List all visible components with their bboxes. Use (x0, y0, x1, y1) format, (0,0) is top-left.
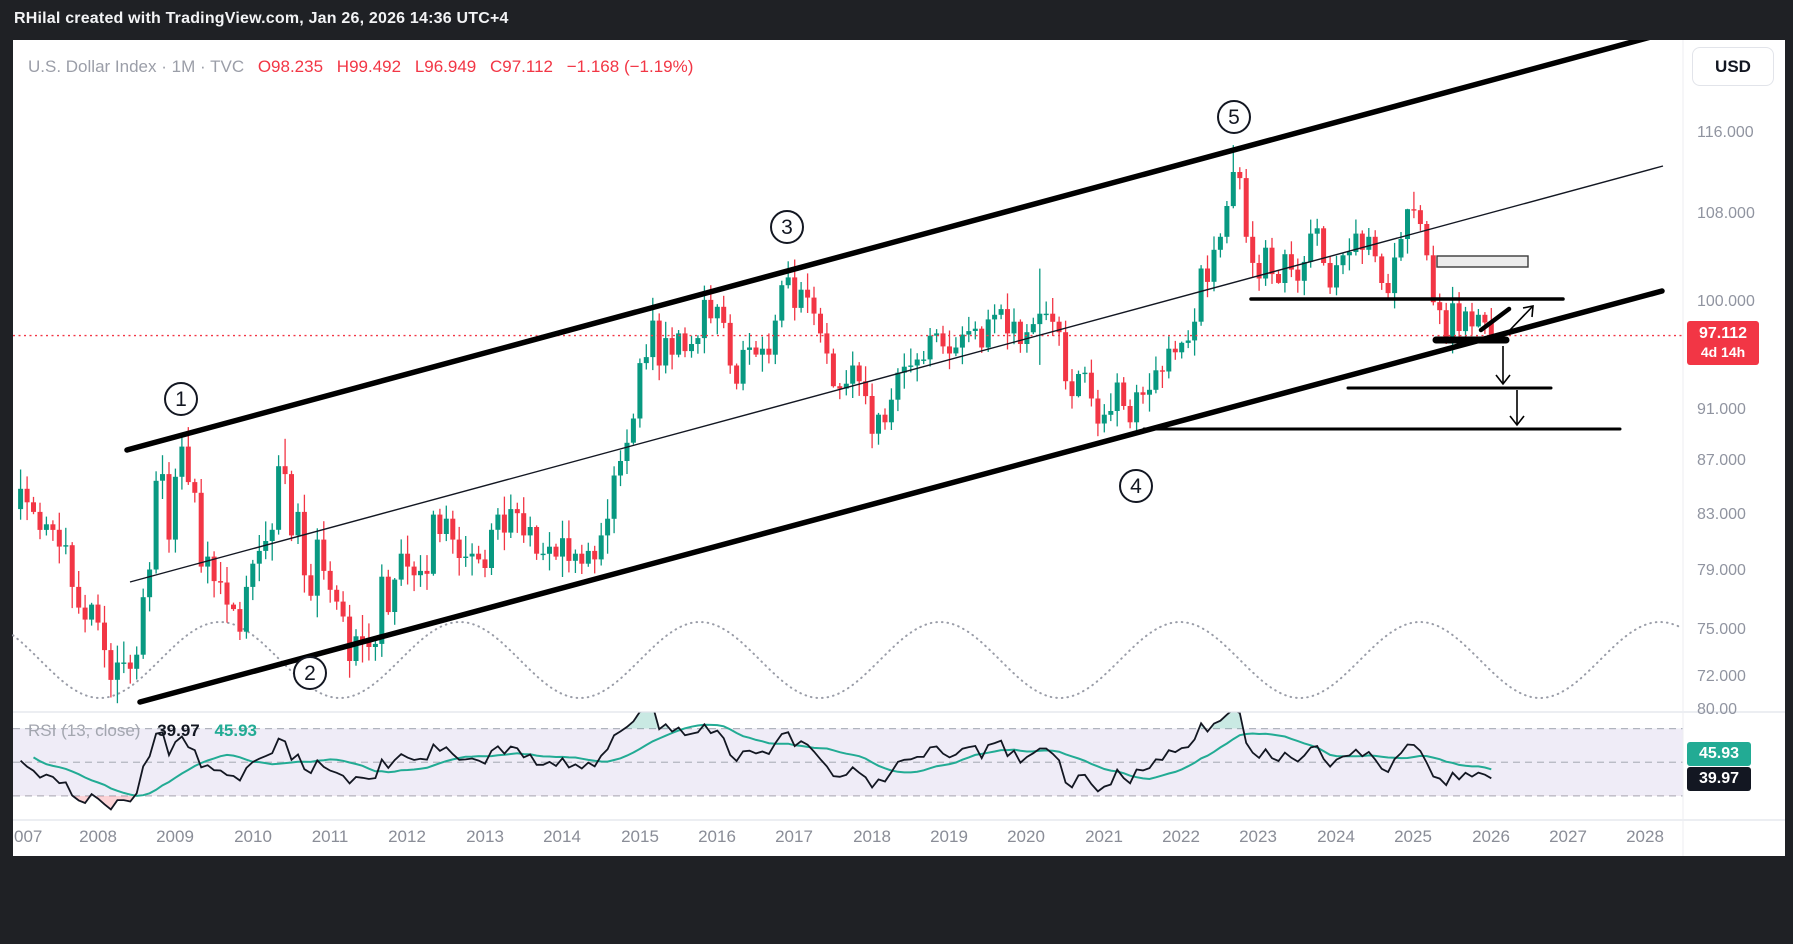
wave-label-4: 4 (1119, 469, 1153, 503)
svg-text:1: 1 (175, 388, 187, 411)
time-tick-2028: 2028 (1626, 827, 1664, 846)
time-tick-2023: 2023 (1239, 827, 1277, 846)
rsi-name: RSI (13, close) (28, 721, 141, 740)
time-tick-007: 007 (14, 827, 43, 846)
svg-text:4: 4 (1130, 475, 1142, 498)
time-tick-2026: 2026 (1472, 827, 1510, 846)
price-tick-83.000: 83.000 (1697, 506, 1746, 523)
time-tick-2021: 2021 (1085, 827, 1123, 846)
channel-upper-line (124, 32, 1661, 453)
price-tick-72.000: 72.000 (1697, 668, 1746, 685)
price-tick-79.000: 79.000 (1697, 562, 1746, 579)
price-tick-100.000: 100.000 (1697, 293, 1755, 310)
time-tick-2008: 2008 (79, 827, 117, 846)
wave-label-1: 1 (164, 382, 198, 416)
ohlc-high: H99.492 (336, 57, 402, 76)
ohlc-change: −1.168 (−1.19%) (566, 57, 694, 76)
symbol-legend: U.S. Dollar Index · 1M · TVC O98.235 H99… (28, 57, 693, 77)
rsi-line (19, 712, 1492, 811)
time-tick-2018: 2018 (853, 827, 891, 846)
ohlc-open: O98.235 (257, 57, 324, 76)
time-tick-2015: 2015 (621, 827, 659, 846)
price-tick-91.000: 91.000 (1697, 401, 1746, 418)
price-tick-75.000: 75.000 (1697, 621, 1746, 638)
time-tick-2025: 2025 (1394, 827, 1432, 846)
time-tick-2013: 2013 (466, 827, 504, 846)
rsi-legend: RSI (13, close) 39.97 45.93 (28, 721, 257, 741)
footer-bar: TradingView (0, 856, 1793, 944)
time-tick-2022: 2022 (1162, 827, 1200, 846)
ohlc-low: L96.949 (414, 57, 477, 76)
svg-text:2: 2 (304, 662, 316, 685)
time-tick-2024: 2024 (1317, 827, 1355, 846)
time-tick-2027: 2027 (1549, 827, 1587, 846)
time-tick-2017: 2017 (775, 827, 813, 846)
symbol-title: U.S. Dollar Index · 1M · TVC (28, 57, 245, 76)
rsi-ma-value: 45.93 (214, 721, 258, 740)
price-tick-116.000: 116.000 (1697, 124, 1754, 141)
rsi-value-badge: 39.97 (1687, 767, 1751, 791)
wave-label-5: 5 (1217, 100, 1251, 134)
last-price-value: 97.112 (1698, 325, 1748, 342)
attribution-text: RHilal created with TradingView.com, Jan… (14, 10, 509, 27)
time-tick-2009: 2009 (156, 827, 194, 846)
price-tick-108.000: 108.000 (1697, 205, 1755, 222)
wave-label-3: 3 (770, 210, 804, 244)
rsi-current-value: 39.97 (157, 721, 200, 740)
channel-median-line (129, 165, 1664, 583)
time-tick-2012: 2012 (388, 827, 426, 846)
down-arrow-1 (1495, 346, 1511, 386)
bar-countdown: 4d 14h (1700, 344, 1746, 360)
channel-lower-line (137, 288, 1665, 705)
price-tick-87.000: 87.000 (1697, 452, 1746, 469)
svg-text:3: 3 (781, 216, 793, 239)
candles (18, 145, 1494, 704)
ohlc-close: C97.112 (490, 57, 554, 76)
time-tick-2011: 2011 (311, 827, 349, 846)
time-tick-2016: 2016 (698, 827, 736, 846)
rsi-ma-badge: 45.93 (1687, 742, 1751, 766)
svg-text:5: 5 (1228, 106, 1240, 129)
rsi-axis-label-80: 80.00 (1697, 701, 1738, 718)
wave-label-2: 2 (293, 656, 327, 690)
breakout-segment (1478, 306, 1512, 333)
up-arrow (1508, 305, 1534, 332)
time-tick-2014: 2014 (543, 827, 581, 846)
time-tick-2010: 2010 (234, 827, 272, 846)
attribution-bar: RHilal created with TradingView.com, Jan… (0, 0, 1793, 40)
down-arrow-2 (1509, 390, 1525, 427)
last-price-badge: 97.112 4d 14h (1687, 321, 1759, 365)
supply-zone-box (1436, 255, 1529, 268)
currency-button[interactable]: USD (1692, 47, 1774, 86)
time-tick-2019: 2019 (930, 827, 968, 846)
rsi-ma-line (32, 723, 1492, 797)
time-tick-2020: 2020 (1007, 827, 1045, 846)
